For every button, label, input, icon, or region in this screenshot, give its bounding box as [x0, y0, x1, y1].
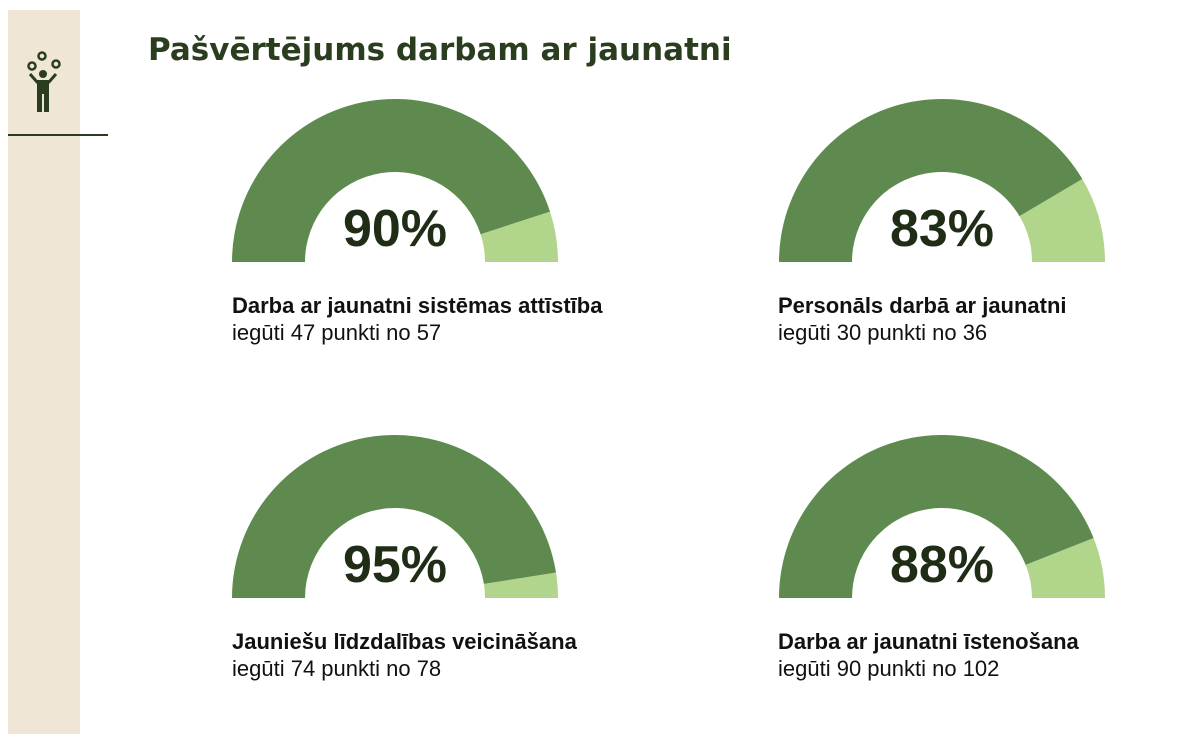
gauge-subtitle: iegūti 74 punkti no 78 [232, 656, 442, 681]
gauge-value [779, 434, 1094, 598]
icon [27, 51, 61, 112]
sidebar [8, 10, 80, 734]
gauge-subtitle: iegūti 47 punkti no 57 [232, 320, 442, 345]
gauge-title: Personāls darbā ar jaunatni [778, 293, 1067, 318]
page-title: Pašvērtējums darbam ar jaunatni [148, 32, 732, 68]
gauge-label: Jauniešu līdzdalības veicināšana iegūti 7… [232, 628, 632, 682]
gauge-label: Darba ar jaunatni īstenošana iegūti 90 pu… [778, 628, 1178, 682]
gauge-value [232, 99, 551, 262]
gauge-label: Darba ar jaunatni sistēmas attīstība iegū… [232, 292, 632, 346]
gauge-value [232, 435, 556, 598]
gauge-value-label: 83% [890, 200, 994, 258]
gauge-label: Personāls darbā ar jaunatni iegūti 30 pun… [778, 292, 1178, 346]
gauge-value [779, 99, 1083, 262]
gauge-title: Darba ar jaunatni sistēmas attīstība [232, 293, 603, 318]
gauge-subtitle: iegūti 90 punkti no 102 [778, 656, 1000, 681]
gauge-rest [1025, 537, 1105, 598]
gauge-value-label: 88% [890, 536, 994, 594]
gauge-value-label: 95% [343, 536, 447, 594]
gauge-rest [1019, 179, 1105, 262]
gauge-rest [483, 572, 558, 598]
gauge-rest [480, 211, 558, 262]
gauge-value-label: 90% [343, 200, 447, 258]
gauge-subtitle: iegūti 30 punkti no 36 [778, 320, 988, 345]
gauge-title: Darba ar jaunatni īstenošana [778, 629, 1079, 654]
gauge-title: Jauniešu līdzdalības veicināšana [232, 629, 577, 654]
